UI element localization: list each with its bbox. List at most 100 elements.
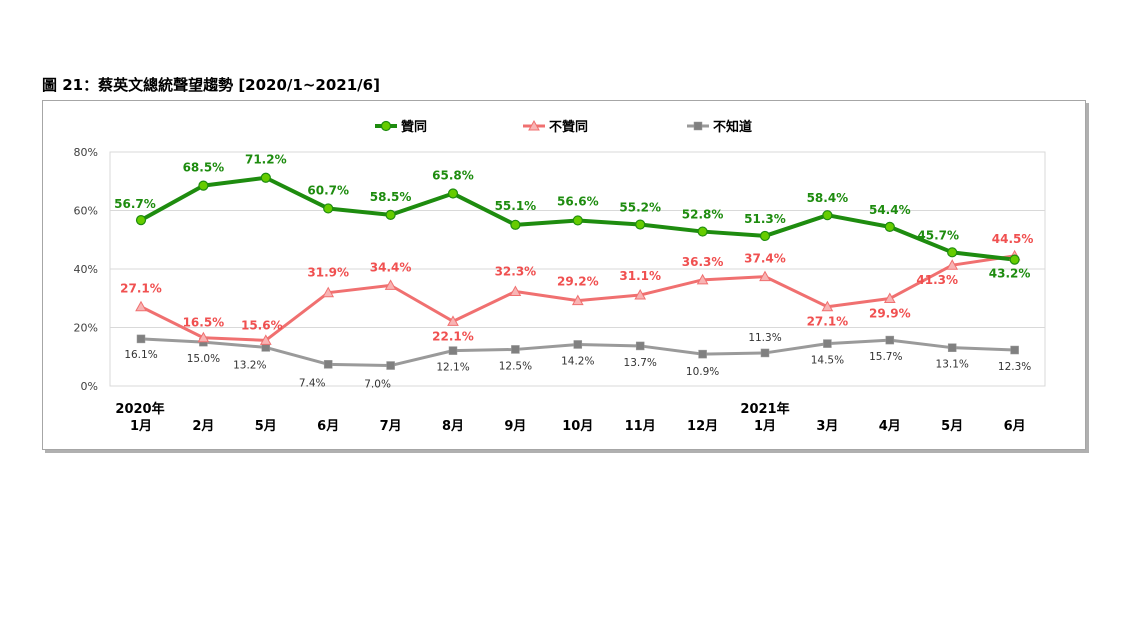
data-label: 13.7% [624,357,657,369]
data-label: 15.0% [187,353,220,365]
data-label: 13.2% [233,359,266,371]
data-label: 27.1% [807,315,849,329]
data-point [573,340,583,349]
data-point [698,349,707,359]
data-point [947,247,958,258]
data-point [696,273,709,285]
x-tick-label: 10月 [562,419,593,434]
data-point [759,270,771,282]
legend-marker [528,119,540,131]
y-tick-label: 0% [81,380,98,393]
data-point [697,226,708,237]
x-tick-label: 4月 [879,419,901,434]
data-label: 15.6% [241,318,283,332]
data-point [884,221,895,232]
data-label: 14.2% [561,355,594,367]
data-label: 65.8% [432,169,474,183]
x-tick-label: 8月 [442,419,464,434]
data-point [135,300,147,312]
data-point [572,215,583,226]
data-point [447,315,459,326]
data-label: 68.5% [183,161,225,175]
x-tick-label: 2月 [192,419,214,434]
data-label: 22.1% [432,329,474,343]
legend-label: 贊同 [401,119,427,135]
x-tick-label: 12月 [687,419,718,434]
data-label: 51.3% [744,212,786,226]
data-label: 29.9% [869,307,911,321]
data-point [1010,345,1019,355]
data-point [883,292,896,304]
data-point [885,335,895,345]
data-label: 55.1% [495,199,537,213]
data-point [760,348,770,358]
x-tick-label: 3月 [816,419,838,434]
x-tick-label: 5月 [255,419,277,434]
data-label: 29.2% [557,275,599,289]
x-year-label: 2020年 [115,401,164,417]
data-point [259,334,272,345]
chart-frame: 0% 20% 40% 60% 80% 2020年 1月 2月 5月 6月 7月 8月 9月 10月 11月 1… [42,100,1086,450]
data-point [322,286,335,298]
data-label: 10.9% [686,366,719,378]
data-label: 56.7% [114,197,156,211]
data-point [635,341,645,351]
line-chart: 0% 20% 40% 60% 80% 2020年 1月 2月 5月 6月 7月 8月 9月 10月 11月 1… [74,119,1046,434]
data-point [136,334,146,344]
data-label: 7.4% [299,377,326,389]
data-label: 37.4% [744,252,786,266]
data-point [447,188,459,199]
data-point [197,331,210,343]
data-point [510,219,521,230]
data-label: 71.2% [245,153,287,167]
data-label: 41.3% [916,273,958,287]
data-label: 43.2% [989,267,1031,281]
data-point [947,343,957,352]
x-tick-label: 7月 [380,419,402,434]
data-point [635,219,646,230]
data-point [822,210,833,221]
y-tick-label: 60% [74,205,98,218]
data-label: 12.3% [998,361,1031,373]
data-point [759,230,771,242]
data-label: 16.1% [124,349,157,361]
data-label: 56.6% [557,194,599,208]
data-label: 11.3% [748,332,781,344]
data-point [448,346,458,355]
data-point [323,360,333,369]
data-point [511,345,520,354]
y-tick-label: 40% [74,263,98,276]
data-label: 58.4% [807,191,849,205]
data-label: 27.1% [120,282,162,296]
data-label: 14.5% [811,355,844,367]
data-point [198,180,209,191]
data-label: 7.0% [364,379,391,391]
data-label: 31.1% [619,269,661,283]
data-label: 32.3% [495,265,537,279]
chart-title: 圖 21：蔡英文總統聲望趨勢 [2020/1~2021/6] [42,76,380,94]
y-tick-label: 20% [74,322,98,335]
data-label: 45.7% [917,228,959,242]
x-tick-label: 1月 [130,419,152,434]
data-label: 55.2% [619,201,661,215]
data-point [821,300,834,312]
data-label: 44.5% [992,232,1034,246]
data-label: 34.4% [370,260,412,274]
data-point [634,289,647,300]
x-tick-label: 6月 [1004,419,1026,434]
data-point [260,172,271,183]
x-year-label: 2021年 [740,401,789,417]
data-point [823,339,832,348]
data-label: 12.5% [499,360,532,372]
data-label: 60.7% [307,183,349,197]
x-tick-label: 1月 [754,419,776,434]
data-label: 31.9% [307,266,349,280]
legend-label: 不知道 [713,119,752,135]
legend-marker [380,120,392,132]
data-point [946,259,959,270]
data-point [323,203,334,214]
x-tick-label: 11月 [625,419,656,434]
x-tick-label: 9月 [504,419,526,434]
y-tick-label: 80% [74,146,98,159]
x-tick-label: 5月 [941,419,963,434]
